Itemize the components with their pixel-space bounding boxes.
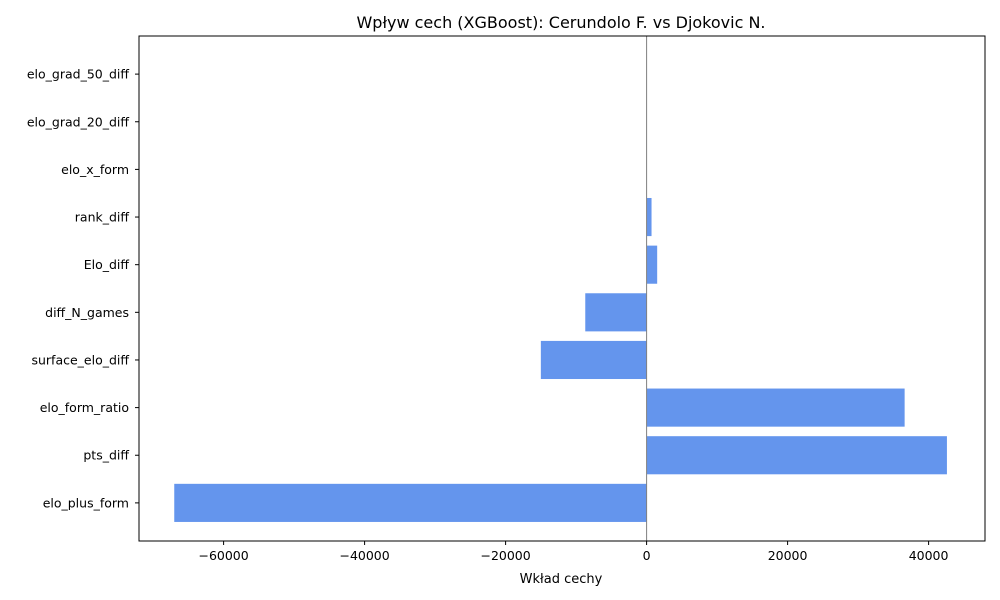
- y-tick-label: elo_grad_50_diff: [27, 67, 130, 82]
- bar-rank_diff: [646, 197, 652, 237]
- x-tick-label: 40000: [909, 548, 949, 563]
- x-tick-label: −40000: [339, 548, 389, 563]
- y-tick-label: elo_plus_form: [43, 495, 129, 510]
- bar-diff_N_games: [585, 293, 647, 332]
- plot-area: elo_plus_form pts_diff elo_form_ratio surfa…: [27, 35, 986, 563]
- bar-surface_elo_diff: [540, 340, 647, 380]
- bar-elo_form_ratio: [646, 388, 905, 427]
- bar-pts_diff: [646, 436, 947, 475]
- x-tick-label: −20000: [480, 548, 530, 563]
- plot-frame: [138, 35, 986, 542]
- x-tick-label: −60000: [198, 548, 248, 563]
- bar-elo_plus_form: [174, 483, 647, 522]
- y-tick-label: rank_diff: [75, 210, 130, 225]
- x-tick-label: 0: [643, 548, 651, 563]
- x-tick-label: 20000: [768, 548, 808, 563]
- y-tick-label: elo_x_form: [61, 162, 129, 177]
- y-tick-label: Elo_diff: [84, 257, 130, 272]
- chart-title: Wpływ cech (XGBoost): Cerundolo F. vs Dj…: [356, 13, 765, 32]
- bar-Elo_diff: [646, 245, 658, 284]
- y-tick-label: diff_N_games: [45, 305, 129, 320]
- y-tick-label: elo_grad_20_diff: [27, 114, 130, 129]
- y-tick-label: surface_elo_diff: [31, 352, 129, 367]
- x-axis-label: Wkład cechy: [520, 572, 603, 587]
- y-tick-label: elo_form_ratio: [40, 400, 129, 415]
- y-tick-label: pts_diff: [83, 448, 129, 463]
